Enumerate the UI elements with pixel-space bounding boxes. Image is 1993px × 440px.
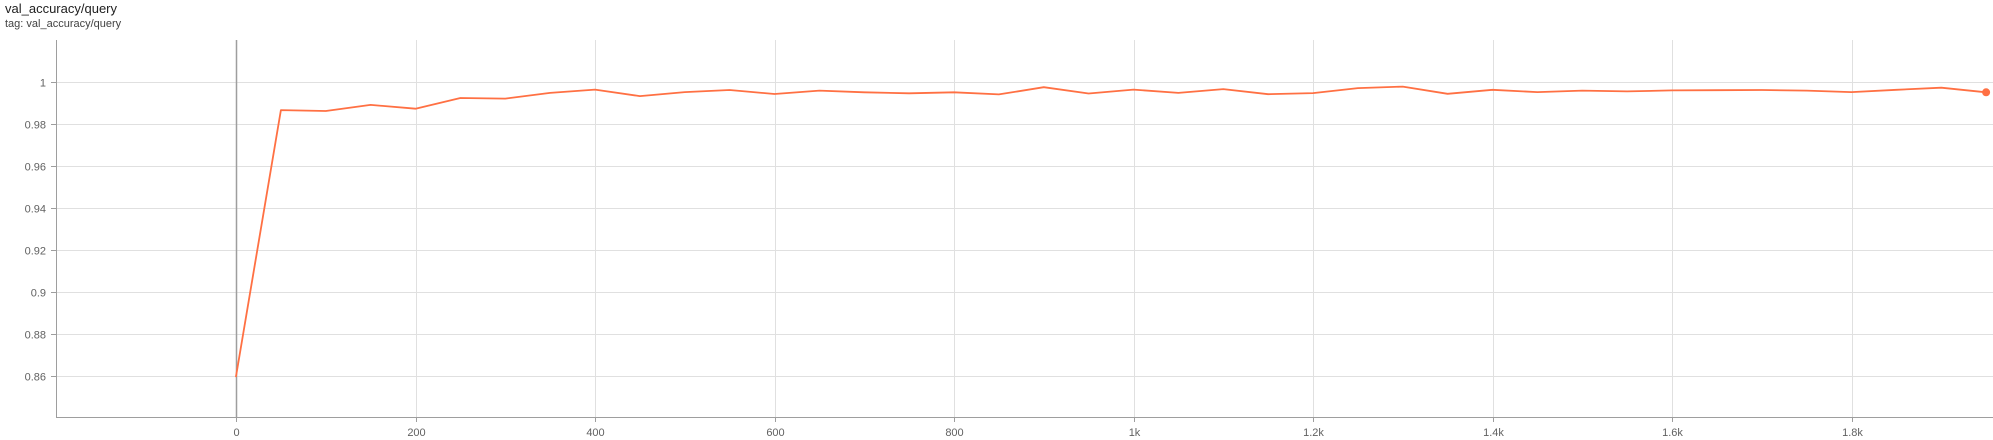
x-tick-label: 1.4k xyxy=(1483,427,1504,439)
y-tick-label: 0.88 xyxy=(25,330,46,342)
x-tick-label: 400 xyxy=(586,427,604,439)
x-tick-label: 0 xyxy=(233,427,239,439)
chart-title: val_accuracy/query xyxy=(5,1,117,16)
x-tick-label: 1.6k xyxy=(1662,427,1683,439)
y-tick-label: 0.98 xyxy=(25,120,46,132)
y-tick-label: 0.94 xyxy=(25,204,46,216)
series-layer xyxy=(235,85,1991,378)
tick-label-layer: 0.86 0.88 0.9 0.92 0.94 0.96 0.98 1 0 200 400 600 80… xyxy=(25,78,1864,440)
x-tick-label: 1.2k xyxy=(1303,427,1324,439)
chart-tag: tag: val_accuracy/query xyxy=(5,18,122,30)
series-endpoint-marker[interactable] xyxy=(1982,88,1991,97)
x-tick-label: 1.8k xyxy=(1842,427,1863,439)
x-tick-label: 200 xyxy=(407,427,425,439)
x-tick-label: 600 xyxy=(766,427,784,439)
x-tick-label: 1k xyxy=(1129,427,1141,439)
series-line[interactable] xyxy=(235,85,1987,378)
axis-layer xyxy=(51,40,1993,422)
y-tick-label: 0.96 xyxy=(25,162,46,174)
x-tick-label: 800 xyxy=(945,427,963,439)
y-tick-label: 1 xyxy=(40,78,46,90)
y-tick-label: 0.92 xyxy=(25,246,46,258)
y-tick-label: 0.86 xyxy=(25,372,46,384)
grid-layer xyxy=(56,40,1993,417)
y-tick-label: 0.9 xyxy=(31,288,46,300)
